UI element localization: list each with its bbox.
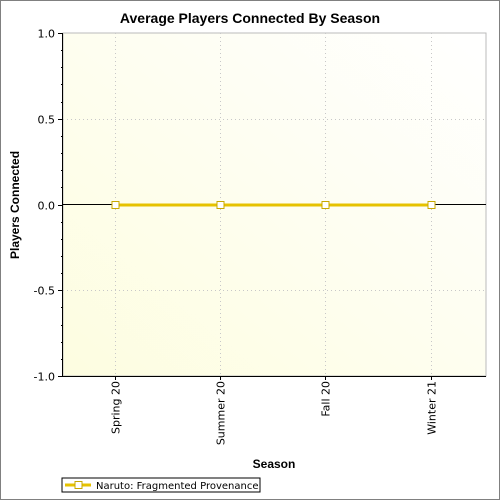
x-tick-label: Spring 20 bbox=[110, 381, 123, 434]
x-tick-label: Fall 20 bbox=[320, 381, 333, 417]
y-tick-label: -1.0 bbox=[34, 371, 55, 384]
x-tick-label: Summer 20 bbox=[215, 381, 228, 445]
series-point bbox=[321, 201, 330, 209]
y-tick-label: 1.0 bbox=[38, 28, 56, 41]
series-point bbox=[427, 201, 436, 209]
series-point bbox=[111, 201, 120, 209]
y-tick-label: 0.0 bbox=[38, 200, 56, 213]
legend-label: Naruto: Fragmented Provenance bbox=[96, 481, 258, 492]
legend-swatch-marker bbox=[74, 481, 83, 489]
x-axis-title: Season bbox=[253, 457, 296, 471]
series-group bbox=[111, 201, 436, 209]
grid-lines bbox=[63, 33, 486, 376]
y-axis: 1.0 0.5 0.0 -0.5 -1.0 bbox=[34, 28, 63, 384]
y-axis-title: Players Connected bbox=[8, 151, 22, 259]
x-tick-label: Winter 21 bbox=[426, 381, 439, 435]
chart-title: Average Players Connected By Season bbox=[120, 10, 380, 26]
legend-box bbox=[61, 477, 261, 493]
y-tick-label: 0.5 bbox=[38, 114, 56, 127]
series-point bbox=[216, 201, 225, 209]
legend: Naruto: Fragmented Provenance bbox=[61, 477, 261, 493]
y-tick-label: -0.5 bbox=[34, 285, 55, 298]
x-axis: Spring 20 Summer 20 Fall 20 Winter 21 bbox=[63, 376, 486, 445]
